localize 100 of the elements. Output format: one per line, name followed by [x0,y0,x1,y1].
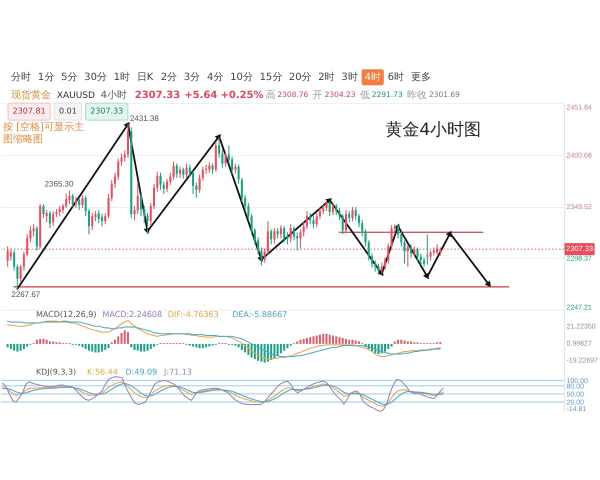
candlestick [273,228,276,244]
candlestick [72,193,74,208]
candlestick [208,162,210,174]
candlestick [410,244,412,258]
candlestick [377,263,380,276]
category-label: 4时 [364,71,381,84]
chart-title: KDJ(9,3,3) [36,368,76,377]
point [422,272,429,280]
series-label: J:71.13 [163,368,192,377]
candlestick [46,210,48,223]
category-label: 3时 [341,71,358,84]
annotation: 0.01 [59,106,77,116]
category-label: 20分 [288,71,312,84]
candlestick [312,216,314,229]
candlestick [332,202,334,216]
point [484,280,491,288]
candlestick [78,197,80,211]
candlestick [221,148,224,168]
annotation: 按 [空格]可显示主图缩略图 [2,121,84,146]
candlestick [186,163,188,178]
text: 2431.38 [130,114,159,123]
candlestick [94,210,96,222]
category-label: 日K [136,72,154,84]
category-label: 5分 [61,71,78,84]
candlestick [260,246,262,266]
category-label: 4分 [207,71,224,84]
candlestick [397,224,400,239]
candlestick [426,234,428,266]
point [446,230,452,238]
candlestick [423,257,426,268]
candlestick [88,208,90,235]
candlestick [306,210,308,230]
text: 低 [360,90,370,102]
candlestick [16,264,18,290]
candlestick [182,167,184,180]
series-label: DIF:-4.76363 [168,310,219,319]
candlestick [212,163,214,174]
candlestick [318,208,321,220]
candlestick [198,174,201,194]
candlestick [68,190,70,204]
category-label: 更多 [410,71,431,84]
candlestick [29,226,32,243]
candlestick [166,178,168,192]
text: 黄金4小时图 [385,120,482,140]
candlestick [280,224,282,239]
candlestick [234,163,236,174]
text: XAUUSD [56,91,96,102]
candlestick [74,196,77,209]
candlestick [309,212,312,225]
annotation: 2307.81 [12,106,46,116]
candlestick [140,193,142,217]
category-label: 3分 [184,71,200,84]
text: 现货黄金 [10,89,51,102]
candlestick [104,212,106,225]
candlestick [202,166,204,182]
candlestick [195,182,198,198]
candlestick [335,204,338,216]
series-label: D:49.09 [126,368,158,377]
candlestick [218,136,220,158]
category-label: 6时 [388,71,404,84]
text: 2307.33 [134,90,180,102]
text: 昨收 [407,89,428,102]
text: 2267.67 [11,290,40,300]
line-series [2,376,444,412]
category-label: 分时 [10,71,31,84]
candlestick [20,264,22,282]
candlestick [160,172,162,190]
candlestick [81,194,84,209]
text: 高 [265,89,276,102]
candlestick [162,181,165,194]
candlestick [48,210,51,229]
candlestick [238,164,240,184]
candlestick [42,204,44,219]
candlestick [276,228,279,239]
category-label: 15分 [260,71,282,84]
candlestick [52,210,54,227]
category-label: 1时 [114,71,130,84]
candlestick [91,212,94,231]
text: 4小时 [100,89,127,102]
chart-title: MACD(12,26,9) [36,310,96,319]
text: 开 [312,90,323,102]
candlestick [36,226,38,251]
text: +0.25% [220,90,264,102]
candlestick [58,206,61,217]
candlestick [65,193,68,209]
candlestick [416,246,419,262]
category-label: 10分 [230,71,253,84]
candlestick [316,212,318,228]
candlestick [325,199,328,212]
candlestick [126,123,130,158]
text: DEA:-5.88667 [232,310,288,319]
annotation: 2307.33 [90,106,124,116]
category-label: 1分 [38,71,54,84]
candlestick [270,228,272,245]
candlestick [322,204,324,215]
candlestick [328,200,331,217]
candlestick [290,224,292,243]
candlestick [179,166,182,178]
candlestick [176,163,178,178]
candlestick [283,226,286,243]
